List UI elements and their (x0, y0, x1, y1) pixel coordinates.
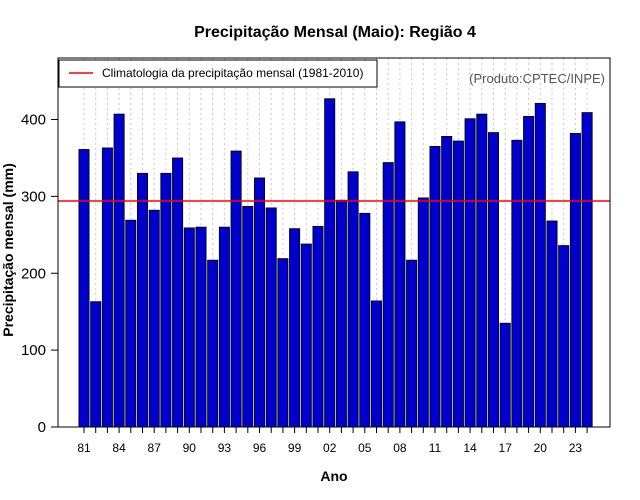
x-tick-label-1990: 90 (183, 441, 197, 455)
bar-1982 (90, 301, 102, 428)
legend-box (58, 59, 378, 88)
bar-2022 (558, 245, 570, 428)
bar-2010 (417, 197, 429, 428)
y-tick-label-400: 400 (21, 112, 46, 129)
bar-2000 (300, 243, 312, 428)
bar-1993 (218, 226, 230, 428)
bar-2002 (324, 98, 336, 428)
x-tick-label-2023: 23 (569, 441, 583, 455)
bar-1985 (125, 219, 137, 428)
bar-1995 (242, 205, 254, 428)
x-tick-label-2008: 08 (393, 441, 407, 455)
y-tick-label-200: 200 (21, 265, 46, 282)
bar-2015 (476, 113, 488, 428)
bar-2023 (569, 132, 581, 428)
x-tick-label-2011: 11 (429, 441, 442, 455)
bar-2006 (370, 300, 382, 428)
bar-1991 (195, 226, 207, 428)
x-tick-label-1993: 93 (218, 441, 232, 455)
legend-label: Climatologia da precipitação mensal (198… (102, 66, 363, 80)
bar-2019 (523, 116, 535, 428)
bar-2014 (464, 118, 476, 428)
x-tick-label-1984: 84 (112, 441, 126, 455)
bar-2017 (499, 322, 511, 428)
bar-2018 (511, 139, 523, 428)
bar-1988 (160, 172, 172, 428)
x-tick-label-2005: 05 (358, 441, 372, 455)
bar-1986 (136, 172, 148, 428)
bar-2003 (335, 199, 347, 428)
bar-2009 (406, 259, 418, 428)
x-tick-label-2002: 02 (323, 441, 337, 455)
bar-2011 (429, 146, 441, 428)
x-axis: 81 84 87 90 93 96 99 02 05 08 11 14 17 20 23 (77, 426, 588, 455)
y-axis: 0 100 200 300 400 (21, 112, 58, 436)
bar-2013 (452, 140, 464, 428)
bar-2016 (487, 132, 499, 428)
bar-1987 (148, 209, 160, 428)
x-axis-title: Ano (320, 468, 347, 484)
bar-2024 (581, 112, 593, 428)
x-tick-label-2020: 20 (534, 441, 548, 455)
y-axis-title: Precipitação mensal (mm) (0, 163, 16, 337)
bar-1994 (230, 150, 242, 428)
bar-1998 (277, 258, 289, 428)
y-tick-label-100: 100 (21, 342, 46, 359)
x-tick-label-1981: 81 (77, 441, 91, 455)
bar-1984 (113, 113, 125, 428)
x-tick-label-2017: 17 (499, 441, 513, 455)
y-tick-label-300: 300 (21, 188, 46, 205)
x-tick-label-1987: 87 (148, 441, 162, 455)
bar-1997 (265, 207, 277, 428)
bar-1992 (207, 259, 219, 428)
bar-1990 (183, 227, 195, 428)
bar-2004 (347, 171, 359, 428)
x-tick-label-2014: 14 (463, 441, 477, 455)
bar-1999 (289, 228, 301, 428)
bar-2008 (394, 121, 406, 428)
chart-title: Precipitação Mensal (Maio): Região 4 (194, 24, 476, 41)
bar-1981 (78, 149, 90, 428)
x-tick-label-1999: 99 (288, 441, 302, 455)
source-credit: (Produto:CPTEC/INPE) (469, 71, 605, 86)
bar-2020 (534, 102, 546, 428)
x-tick-label-1996: 96 (253, 441, 267, 455)
bar-2005 (359, 212, 371, 428)
bar-2007 (382, 162, 394, 428)
bar-1989 (172, 157, 184, 428)
legend: Climatologia da precipitação mensal (198… (58, 59, 378, 88)
bar-2001 (312, 225, 324, 428)
bars-group (78, 98, 593, 428)
bar-1996 (253, 177, 265, 428)
bar-2012 (441, 136, 453, 428)
y-tick-label-0: 0 (38, 419, 46, 436)
bar-2021 (546, 220, 558, 428)
bar-1983 (101, 147, 113, 428)
